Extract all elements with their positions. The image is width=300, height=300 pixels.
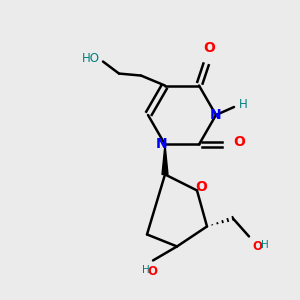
Text: O: O [233,135,245,149]
Text: HO: HO [82,52,100,65]
Text: O: O [252,240,262,254]
Text: H: H [142,266,150,275]
Text: H: H [261,240,269,250]
Text: H: H [239,98,248,112]
Text: O: O [203,40,215,55]
Text: O: O [195,180,207,194]
Text: N: N [156,137,168,152]
Polygon shape [162,144,168,174]
Text: O: O [147,266,157,278]
Text: N: N [210,108,222,122]
